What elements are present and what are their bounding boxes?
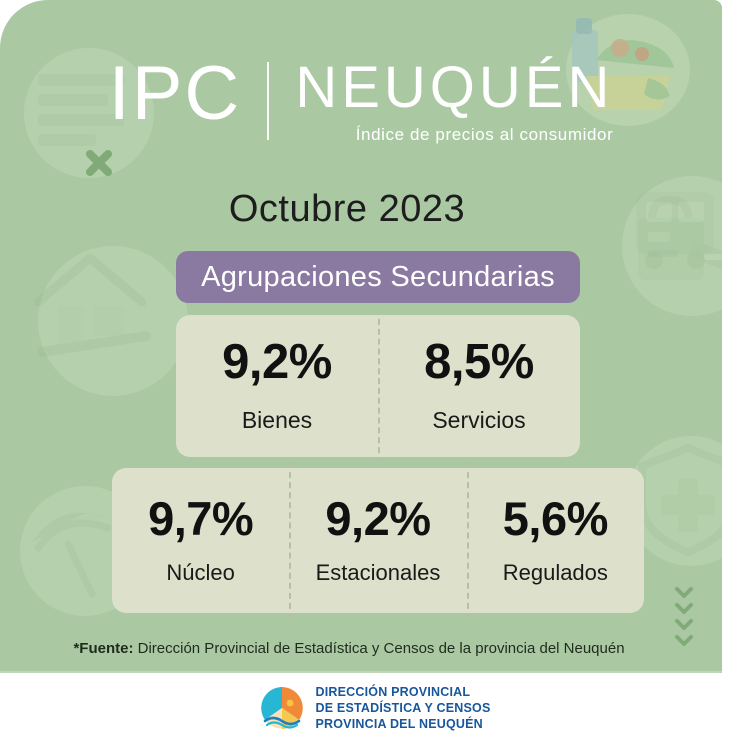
stat-cell: 9,2% Bienes [176, 315, 378, 457]
stat-value: 5,6% [502, 492, 609, 545]
section-banner: Agrupaciones Secundarias [176, 251, 580, 303]
chevron-down-icon [675, 603, 693, 614]
source-text: Dirección Provincial de Estadística y Ce… [137, 640, 625, 657]
brand-header: IPC NEUQUÉN Índice de precios al consumi… [0, 51, 722, 145]
stat-label: Servicios [432, 407, 526, 433]
house-icon [28, 248, 158, 368]
x-mark-icon [82, 146, 116, 180]
stat-cell: 9,7% Núcleo [112, 468, 289, 613]
stat-value: 9,7% [148, 492, 254, 545]
brand-divider [267, 62, 270, 140]
stat-label: Regulados [502, 560, 608, 585]
organization-logo-text: DIRECCIÓN PROVINCIAL DE ESTADÍSTICA Y CE… [315, 685, 491, 731]
primary-stats-card: 9,2% Bienes 8,5% Servicios [176, 309, 580, 463]
brand-region: NEUQUÉN [295, 55, 614, 120]
organization-logo: DIRECCIÓN PROVINCIAL DE ESTADÍSTICA Y CE… [0, 684, 750, 732]
chevron-down-icon [675, 587, 693, 598]
stat-cell: 8,5% Servicios [378, 309, 580, 463]
stat-value: 9,2% [325, 492, 431, 545]
period-title: Octubre 2023 [228, 188, 466, 230]
stat-label: Bienes [241, 407, 313, 433]
brand-title: IPC [108, 51, 242, 136]
stat-value: 8,5% [424, 335, 534, 389]
stat-value: 9,2% [222, 335, 332, 389]
chevron-down-icon-group [674, 586, 694, 647]
source-note: *Fuente: Dirección Provincial de Estadís… [0, 640, 698, 657]
brand-tagline: Índice de precios al consumidor [355, 124, 614, 144]
watermark-blob [38, 246, 188, 396]
stat-label: Núcleo [166, 560, 235, 585]
secondary-stats-card: 9,7% Núcleo 9,2% Estacionales 5,6% Regul… [112, 462, 644, 619]
chevron-down-icon [675, 635, 693, 646]
stat-cell: 5,6% Regulados [466, 462, 644, 619]
chevron-down-icon [675, 619, 693, 630]
section-banner-label: Agrupaciones Secundarias [201, 260, 555, 293]
source-prefix: *Fuente: [73, 640, 134, 657]
poster-panel: IPC NEUQUÉN Índice de precios al consumi… [0, 0, 722, 673]
stat-cell: 9,2% Estacionales [289, 462, 466, 619]
stat-label: Estacionales [315, 560, 441, 585]
provincial-statistics-logo-icon [261, 687, 304, 729]
